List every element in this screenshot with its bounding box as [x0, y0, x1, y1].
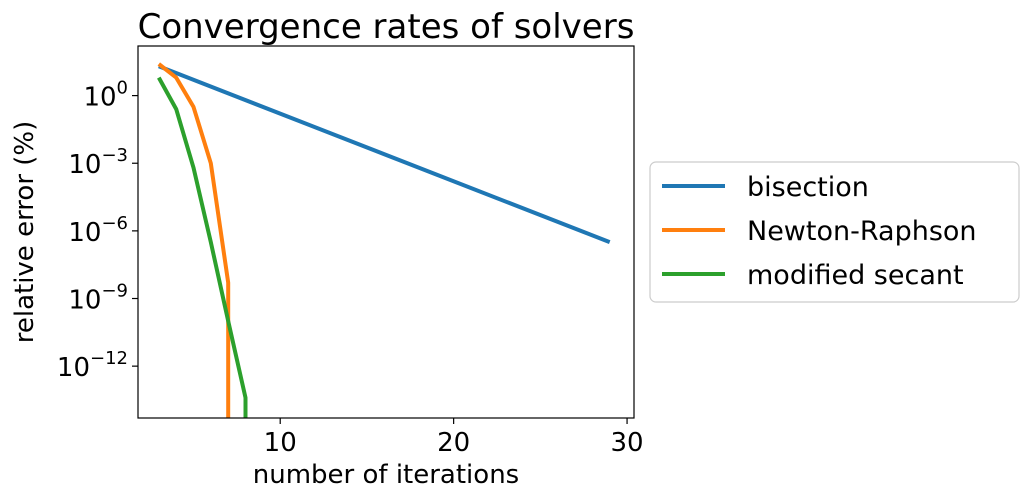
legend: bisection Newton-Raphson modified secant [649, 161, 1020, 303]
series-line-newton-raphson [157, 62, 231, 418]
chart-title: Convergence rates of solvers [138, 7, 635, 47]
y-tick-label: 10−12 [57, 348, 128, 383]
legend-label: bisection [747, 172, 869, 203]
x-tick-label: 30 [611, 428, 644, 458]
y-tick-label: 10−6 [68, 213, 128, 248]
legend-label: modified secant [747, 260, 964, 291]
legend-label: Newton-Raphson [747, 216, 977, 247]
x-tick-label: 10 [264, 428, 297, 458]
axes-frame [137, 45, 635, 419]
plot-area: 10 20 30 100 10−3 10−6 10−9 10−12 [57, 45, 644, 458]
legend-box [649, 161, 1020, 303]
x-axis-label: number of iterations [253, 460, 519, 490]
series-line-modified-secant [157, 76, 248, 418]
series-line-bisection [158, 64, 611, 244]
y-tick-label: 100 [83, 78, 128, 113]
y-tick-label: 10−9 [68, 281, 128, 316]
x-tick-label: 20 [437, 428, 470, 458]
y-axis-label: relative error (%) [10, 121, 40, 344]
y-tick-label: 10−3 [68, 145, 128, 180]
